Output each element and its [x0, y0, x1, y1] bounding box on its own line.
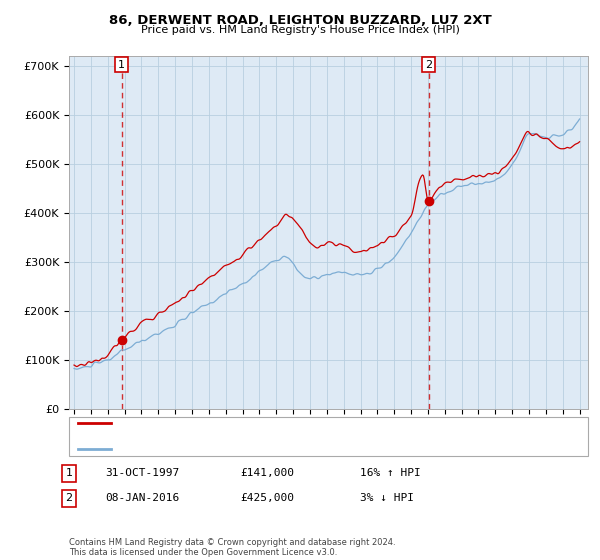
- Text: 16% ↑ HPI: 16% ↑ HPI: [360, 468, 421, 478]
- Text: HPI: Average price, detached house, Central Bedfordshire: HPI: Average price, detached house, Cent…: [117, 444, 418, 454]
- Text: 1: 1: [65, 468, 73, 478]
- Text: Contains HM Land Registry data © Crown copyright and database right 2024.
This d: Contains HM Land Registry data © Crown c…: [69, 538, 395, 557]
- Text: 86, DERWENT ROAD, LEIGHTON BUZZARD, LU7 2XT (detached house): 86, DERWENT ROAD, LEIGHTON BUZZARD, LU7 …: [117, 418, 481, 428]
- Text: £425,000: £425,000: [240, 493, 294, 503]
- Text: £141,000: £141,000: [240, 468, 294, 478]
- Text: Price paid vs. HM Land Registry's House Price Index (HPI): Price paid vs. HM Land Registry's House …: [140, 25, 460, 35]
- Text: 1: 1: [118, 59, 125, 69]
- Text: 2: 2: [65, 493, 73, 503]
- Text: 31-OCT-1997: 31-OCT-1997: [105, 468, 179, 478]
- Text: 2: 2: [425, 59, 432, 69]
- Text: 86, DERWENT ROAD, LEIGHTON BUZZARD, LU7 2XT: 86, DERWENT ROAD, LEIGHTON BUZZARD, LU7 …: [109, 14, 491, 27]
- Text: 08-JAN-2016: 08-JAN-2016: [105, 493, 179, 503]
- Text: 3% ↓ HPI: 3% ↓ HPI: [360, 493, 414, 503]
